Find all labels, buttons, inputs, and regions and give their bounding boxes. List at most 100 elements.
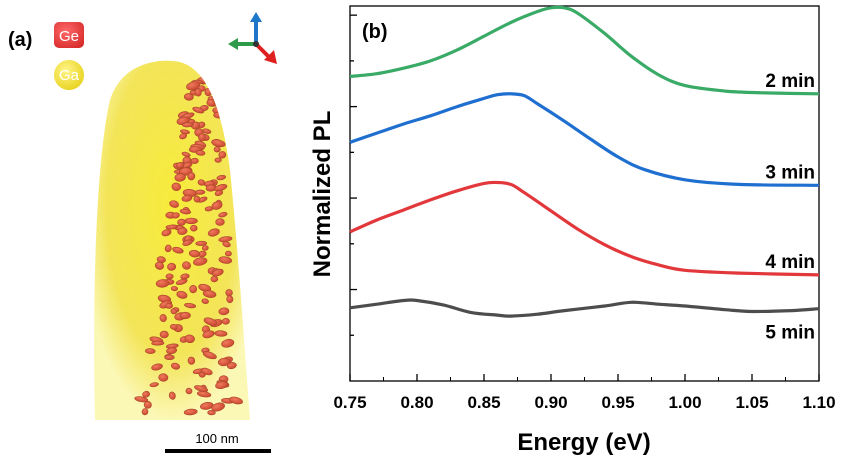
series-line-2-min	[349, 5, 820, 96]
ge-cluster	[197, 179, 206, 186]
ge-cluster	[202, 290, 217, 298]
x-axis-title: Energy (eV)	[517, 429, 650, 456]
ge-cluster	[155, 279, 170, 288]
ge-cluster	[159, 330, 169, 339]
ge-cluster	[218, 151, 227, 159]
panel-a: (a) Ge Ga 100 nm	[8, 12, 277, 453]
series-label: 5 min	[765, 323, 815, 344]
ge-cluster	[172, 212, 180, 219]
ge-cluster	[170, 323, 178, 330]
panel-b-label: (b)	[362, 21, 388, 43]
ge-cluster	[176, 161, 185, 169]
ge-cluster	[166, 347, 178, 355]
ge-cluster	[200, 401, 214, 410]
ge-cluster	[213, 111, 227, 119]
ge-cluster	[196, 391, 212, 398]
x-tick-label: 1.00	[668, 393, 701, 412]
ge-cluster	[207, 409, 216, 416]
ge-cluster	[141, 408, 149, 416]
ge-cluster	[183, 93, 194, 101]
ge-cluster	[202, 128, 212, 134]
ge-cluster	[218, 256, 233, 264]
ge-cluster	[201, 298, 209, 304]
series-line-3-min	[349, 92, 820, 187]
ge-cluster	[198, 133, 206, 142]
ge-cluster	[218, 307, 230, 316]
ge-cluster	[182, 239, 193, 246]
ge-cluster	[177, 227, 188, 235]
ge-cluster	[188, 249, 201, 258]
ge-cluster	[149, 382, 159, 388]
ge-cluster	[198, 283, 212, 292]
y-axis-title: Normalized PL	[309, 111, 336, 278]
ge-cluster	[142, 390, 150, 398]
ge-cluster	[217, 357, 231, 367]
ge-cluster	[221, 338, 235, 348]
ge-cluster	[215, 381, 229, 390]
ge-cluster	[190, 157, 199, 164]
scale-bar-label: 100 nm	[195, 431, 238, 446]
ge-cluster	[134, 396, 149, 403]
legend-ge: Ge	[54, 22, 84, 48]
ge-cluster	[193, 257, 208, 266]
ge-cluster	[176, 290, 188, 299]
series-line-5-min	[349, 298, 820, 318]
ge-cluster	[185, 387, 193, 395]
ge-cluster	[187, 356, 196, 365]
series-label: 2 min	[765, 71, 815, 92]
ge-cluster	[221, 317, 230, 325]
ge-cluster	[194, 88, 202, 97]
ge-cluster	[177, 218, 186, 226]
ge-cluster	[161, 229, 172, 237]
ge-cluster	[170, 286, 178, 292]
ge-cluster	[170, 308, 178, 315]
ge-cluster	[179, 208, 192, 215]
ge-cluster	[226, 295, 234, 304]
ge-cluster	[184, 217, 198, 225]
x-tick-label: 0.75	[333, 393, 366, 412]
ge-cluster	[201, 245, 209, 251]
ge-cluster	[151, 340, 165, 346]
ge-cluster	[183, 408, 198, 416]
ge-cluster	[214, 157, 222, 163]
x-axis-ticks: 0.75 0.80 0.85 0.90 0.95 1.00 1.05 1.10	[333, 374, 836, 412]
ge-cluster	[179, 133, 187, 140]
ge-cluster	[169, 200, 179, 208]
ge-cluster	[202, 351, 217, 360]
ge-cluster	[204, 206, 214, 212]
x-tick-label: 0.90	[534, 393, 567, 412]
ge-cluster	[229, 396, 243, 405]
ge-swatch	[54, 22, 84, 48]
ge-cluster	[186, 81, 201, 91]
ge-cluster	[192, 106, 205, 114]
ge-cluster	[195, 150, 206, 156]
orientation-axes-icon	[228, 12, 277, 64]
ge-cluster	[179, 311, 191, 320]
ge-cluster	[181, 151, 191, 158]
x-tick-label: 1.10	[802, 393, 835, 412]
ge-cluster	[194, 189, 206, 195]
ge-cluster	[168, 391, 176, 400]
ge-cluster	[174, 173, 186, 182]
scale-bar: 100 nm	[165, 431, 271, 453]
ge-cluster	[165, 224, 179, 230]
ge-cluster	[175, 278, 188, 286]
legend-ga: Ga	[54, 60, 84, 90]
ge-cluster	[225, 250, 232, 257]
ge-cluster	[151, 363, 163, 371]
ge-cluster	[182, 122, 194, 128]
ge-cluster	[182, 261, 191, 270]
series-line-4-min	[349, 180, 820, 277]
ge-cluster	[214, 330, 228, 337]
ge-cluster	[184, 334, 195, 344]
x-tick-label: 0.95	[601, 393, 634, 412]
ge-cluster	[214, 190, 224, 196]
ge-cluster	[181, 194, 193, 202]
pl-curves	[349, 5, 820, 318]
ge-cluster	[190, 224, 198, 232]
ge-cluster	[165, 273, 174, 280]
ge-cluster	[165, 302, 173, 309]
ge-cluster	[159, 314, 167, 323]
panel-a-label: (a)	[8, 29, 32, 51]
x-tick-label: 0.85	[467, 393, 500, 412]
